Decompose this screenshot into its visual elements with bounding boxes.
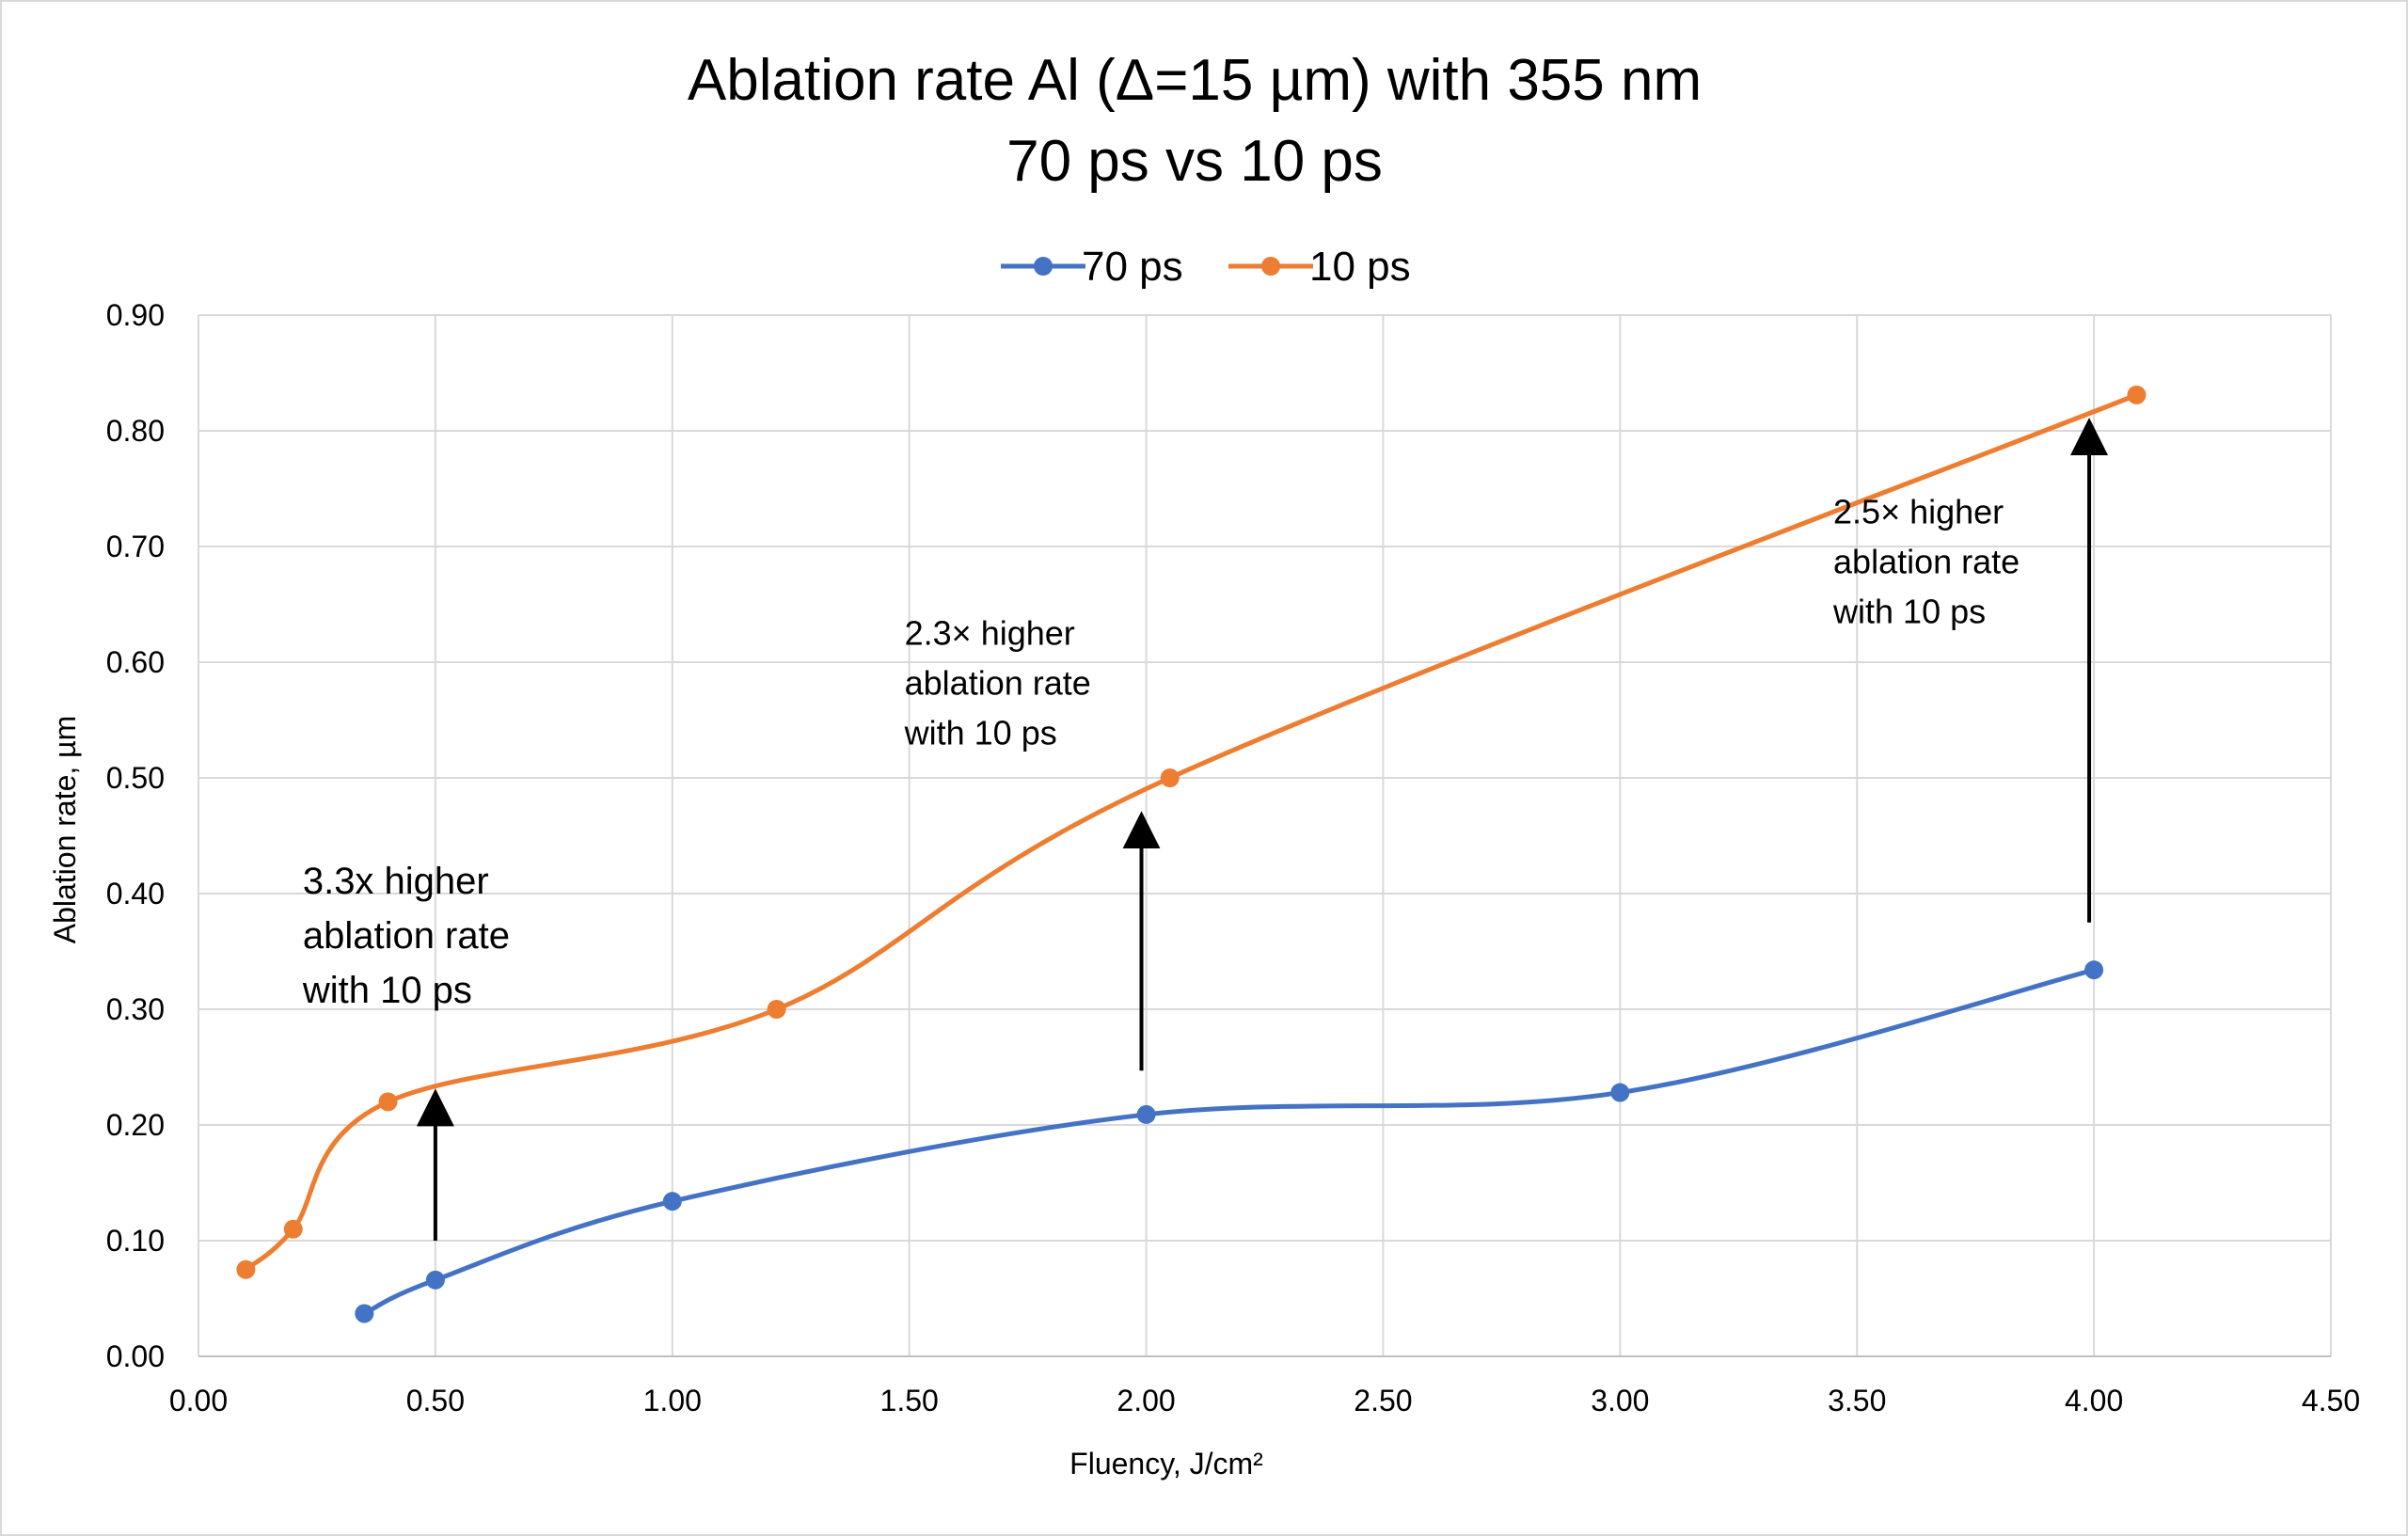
legend-label: 70 ps [1082, 244, 1183, 290]
data-point [2084, 960, 2104, 980]
data-point [378, 1092, 398, 1112]
chart-title: Ablation rate Al (Δ=15 µm) with 355 nm [688, 48, 1702, 113]
x-tick-label: 2.00 [1117, 1384, 1175, 1417]
series-layer [236, 385, 2147, 1323]
y-tick-label: 0.90 [106, 298, 165, 332]
annotation-text: with 10 ps [302, 970, 472, 1011]
legend-swatch-marker [1034, 257, 1053, 276]
annotation-text: ablation rate [303, 915, 510, 957]
y-tick-label: 0.40 [106, 877, 165, 911]
x-axis-label: Fluency, J/cm² [1069, 1447, 1263, 1481]
y-tick-label: 0.20 [106, 1108, 165, 1142]
annotation-text: 2.3× higher [905, 614, 1075, 653]
annotation-text: ablation rate [905, 664, 1091, 703]
annotation-text: 3.3x higher [303, 861, 489, 902]
x-tick-label: 3.00 [1591, 1384, 1649, 1417]
y-tick-label: 0.60 [106, 645, 165, 679]
data-point [355, 1304, 374, 1323]
y-tick-label: 0.30 [106, 992, 165, 1026]
chart-subtitle: 70 ps vs 10 ps [1006, 129, 1383, 194]
series-line-10-ps [243, 392, 2139, 1273]
x-tick-label: 2.50 [1354, 1384, 1412, 1417]
y-axis-label: Ablation rate, µm [48, 716, 82, 944]
data-point [1610, 1083, 1630, 1102]
y-tick-label: 0.80 [106, 414, 165, 448]
data-point [662, 1192, 682, 1211]
legend-label: 10 ps [1309, 244, 1411, 290]
annotation-text: ablation rate [1833, 542, 2020, 580]
legend: 70 ps 10 ps [1001, 244, 1411, 290]
annotation-text: 2.5× higher [1833, 492, 2004, 530]
data-point [2127, 385, 2147, 404]
annotation-text: with 10 ps [904, 714, 1057, 752]
x-tick-label: 1.00 [643, 1384, 702, 1417]
y-tick-label: 0.10 [106, 1224, 165, 1258]
x-tick-label: 4.50 [2302, 1384, 2360, 1417]
data-point [425, 1270, 445, 1290]
legend-swatch-marker [1261, 257, 1280, 276]
y-tick-label: 0.00 [106, 1339, 165, 1373]
series-line-70-ps [361, 967, 2097, 1316]
x-tick-label: 0.00 [169, 1384, 228, 1417]
x-tick-label: 4.00 [2065, 1384, 2123, 1417]
data-point [236, 1259, 256, 1279]
data-point [283, 1219, 303, 1239]
data-point [767, 1000, 786, 1019]
data-point [1160, 768, 1180, 787]
axis-layer: 0.00 0.50 1.00 1.50 2.00 2.50 3.00 3.50 4.00 4.50… [106, 298, 2360, 1417]
x-tick-label: 0.50 [406, 1384, 465, 1417]
y-tick-label: 0.70 [106, 530, 165, 563]
x-tick-label: 3.50 [1828, 1384, 1886, 1417]
data-point [1136, 1104, 1156, 1124]
y-tick-label: 0.50 [106, 761, 165, 795]
x-tick-label: 1.50 [880, 1384, 939, 1417]
annotation-text: with 10 ps [1832, 592, 1986, 630]
grid-layer [198, 314, 2332, 1357]
annotation-layer: 3.3x higher ablation rate with 10 ps 2.3× h… [302, 418, 2109, 1241]
